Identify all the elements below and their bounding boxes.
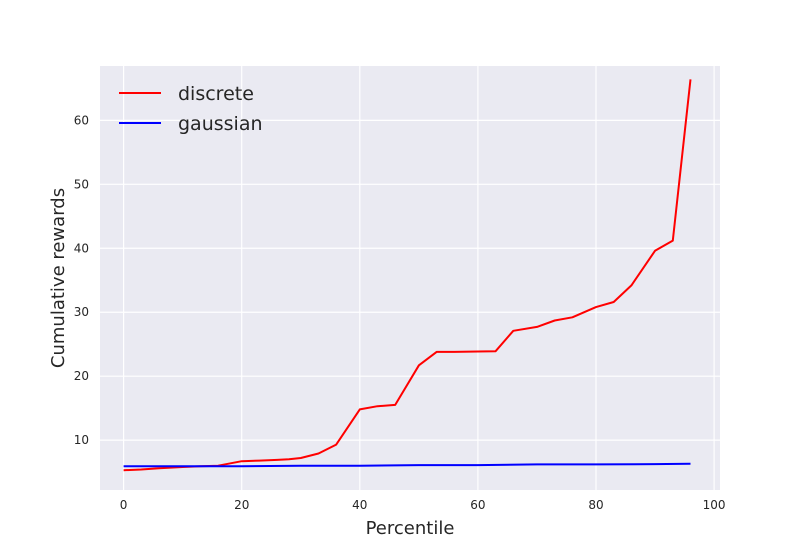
y-tick-label: 60 [74,113,89,127]
x-tick-label: 20 [234,498,249,512]
x-tick-label: 100 [703,498,726,512]
y-tick-label: 50 [74,177,89,191]
x-tick-label: 0 [120,498,128,512]
plot-area [100,66,720,490]
series-lines [123,79,692,472]
y-axis-label: Cumulative rewards [48,188,69,368]
y-tick-label: 40 [74,241,89,255]
x-tick-label: 40 [352,498,367,512]
legend-label-gaussian: gaussian [178,113,263,135]
legend-label-discrete: discrete [178,83,254,105]
legend: discrete gaussian [119,83,263,135]
x-tick-label: 80 [588,498,603,512]
y-tick-label: 10 [74,433,89,447]
tick-labels: 0 20 40 60 80 100 10 20 30 40 50 60 [74,113,726,512]
x-tick-label: 60 [470,498,485,512]
y-tick-label: 20 [74,369,89,383]
x-axis-label: Percentile [366,518,455,539]
grid [100,66,720,490]
series-line-gaussian [123,462,691,468]
y-tick-label: 30 [74,305,89,319]
